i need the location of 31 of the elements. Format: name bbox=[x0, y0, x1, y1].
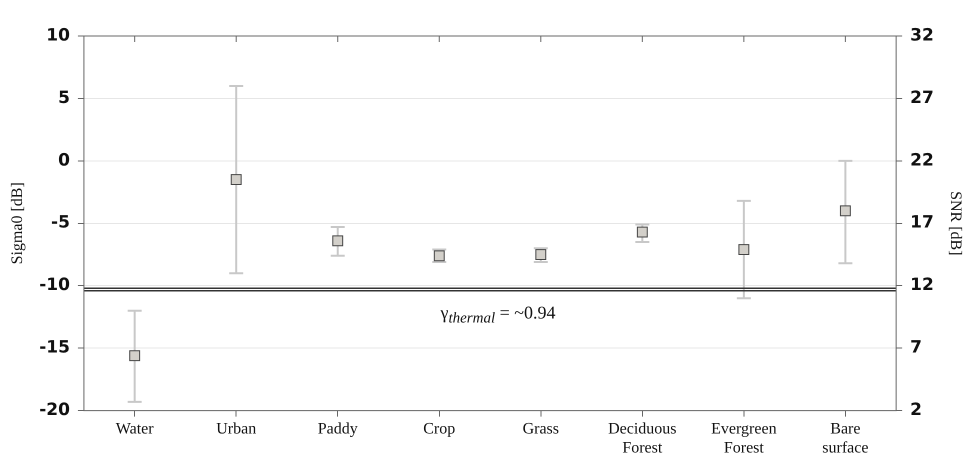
y-tick-label: 5 bbox=[58, 88, 70, 108]
y2-tick-label: 32 bbox=[910, 25, 934, 46]
point bbox=[129, 350, 140, 362]
x-tick-label: Grass bbox=[522, 420, 560, 438]
point bbox=[535, 249, 546, 260]
y2-axis-title: SNR [dB] bbox=[947, 191, 964, 256]
point bbox=[230, 174, 242, 186]
x-tick-label: Urban bbox=[216, 420, 256, 438]
x-tick-label: Crop bbox=[423, 420, 456, 438]
y2-tick-label: 7 bbox=[910, 338, 922, 358]
x-tick-label: Water bbox=[116, 420, 154, 438]
point bbox=[332, 235, 344, 246]
y-tick-label: 0 bbox=[58, 150, 70, 170]
x-tick-label: Bare surface bbox=[822, 420, 868, 457]
y2-tick-label: 22 bbox=[910, 150, 934, 170]
x-tick-label: Deciduous Forest bbox=[608, 420, 677, 457]
y-tick-label: 10 bbox=[46, 25, 70, 46]
y-tick-label: -15 bbox=[39, 338, 70, 358]
y-tick-label: -10 bbox=[39, 275, 70, 296]
y-axis-title: Sigma0 [dB] bbox=[8, 182, 26, 264]
y2-tick-label: 2 bbox=[910, 400, 922, 420]
x-tick-label: Paddy bbox=[318, 420, 358, 438]
y2-tick-label: 27 bbox=[910, 88, 934, 108]
point bbox=[738, 244, 750, 255]
y2-tick-label: 12 bbox=[910, 275, 934, 296]
y2-tick-label: 17 bbox=[910, 212, 934, 233]
point bbox=[636, 226, 648, 238]
point bbox=[840, 205, 851, 216]
y-tick-label: -20 bbox=[39, 400, 70, 420]
y-tick-label: -5 bbox=[51, 212, 70, 233]
x-tick-label: Evergreen Forest bbox=[711, 420, 777, 457]
